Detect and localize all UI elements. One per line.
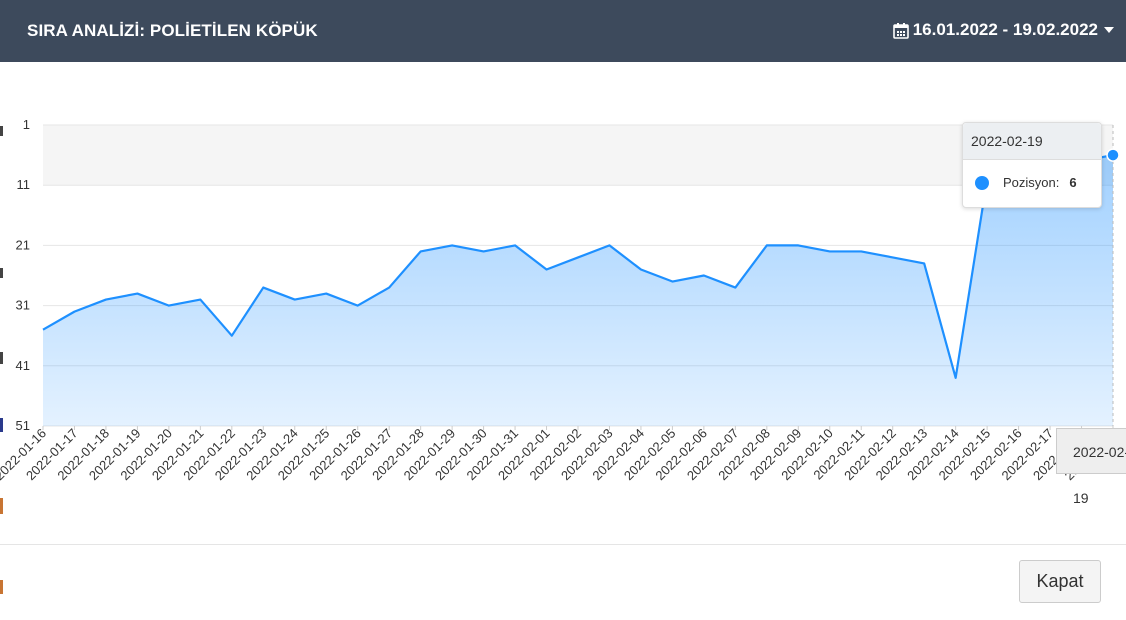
- chart-tooltip: 2022-02-19 Pozisyon: 6: [962, 122, 1102, 208]
- y-tick-label: 1: [23, 117, 30, 132]
- footer-divider: [0, 544, 1126, 545]
- tooltip-date: 2022-02-19: [963, 123, 1101, 160]
- data-point-active: [1106, 148, 1120, 162]
- tooltip-row: Pozisyon: 6: [975, 175, 1077, 190]
- y-tick-label: 31: [16, 298, 30, 313]
- y-tick-label: 11: [17, 177, 31, 192]
- series-line: [42, 154, 1114, 379]
- y-tick-label: 41: [16, 358, 30, 373]
- date-range-picker[interactable]: 16.01.2022 - 19.02.2022: [892, 20, 1114, 40]
- series-area: [43, 155, 1113, 426]
- date-range-label: 16.01.2022 - 19.02.2022: [912, 20, 1098, 39]
- position-chart[interactable]: 111213141512022-01-162022-01-172022-01-1…: [0, 62, 1126, 544]
- modal-header: SIRA ANALİZİ: POLİETİLEN KÖPÜK 16.01.202…: [0, 0, 1126, 62]
- modal-title: SIRA ANALİZİ: POLİETİLEN KÖPÜK: [27, 21, 318, 40]
- chart-area: 1 11 21 31 41 51 2022-01-16 2022-01-17 2022-01-1…: [0, 62, 1126, 544]
- tooltip-value: 6: [1069, 175, 1077, 190]
- chevron-down-icon: [1104, 27, 1114, 33]
- close-button[interactable]: Kapat: [1019, 560, 1101, 603]
- calendar-icon: [892, 22, 909, 39]
- y-tick-label: 21: [16, 237, 30, 252]
- crosshair-x-label: 2022-02-19: [1056, 428, 1126, 506]
- tooltip-series-label: Pozisyon:: [1003, 175, 1060, 190]
- plot-band: [43, 125, 1113, 186]
- series-dot-icon: [975, 175, 989, 190]
- y-tick-label: 51: [16, 418, 30, 433]
